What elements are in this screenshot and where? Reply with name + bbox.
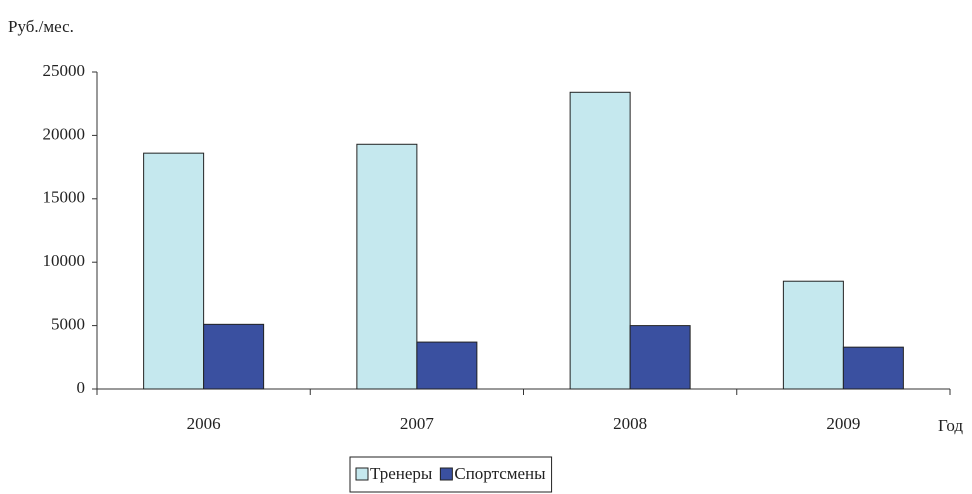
- y-tick-label: 0: [77, 378, 86, 397]
- x-tick-label: 2006: [187, 414, 221, 433]
- y-tick-label: 10000: [43, 251, 86, 270]
- bar: [569, 91, 631, 390]
- bar: [416, 341, 478, 390]
- x-tick-label: 2008: [613, 414, 647, 433]
- y-tick-label: 20000: [43, 124, 86, 143]
- y-tick-label: 5000: [51, 315, 85, 334]
- legend-label: Тренеры: [370, 464, 433, 483]
- bar: [356, 143, 418, 390]
- bar: [842, 346, 904, 390]
- x-tick-label: 2007: [400, 414, 435, 433]
- y-tick-label: 15000: [43, 188, 86, 207]
- y-axis-label: Руб./мес.: [8, 17, 74, 36]
- legend-swatch: [439, 467, 453, 481]
- x-axis-label: Год: [938, 416, 963, 435]
- bar: [203, 323, 265, 390]
- y-tick-label: 25000: [43, 61, 86, 80]
- bar: [782, 280, 844, 390]
- bar: [629, 325, 691, 390]
- bar: [143, 152, 205, 390]
- legend-label: Спортсмены: [454, 464, 546, 483]
- legend-swatch: [355, 467, 369, 481]
- x-tick-label: 2009: [826, 414, 860, 433]
